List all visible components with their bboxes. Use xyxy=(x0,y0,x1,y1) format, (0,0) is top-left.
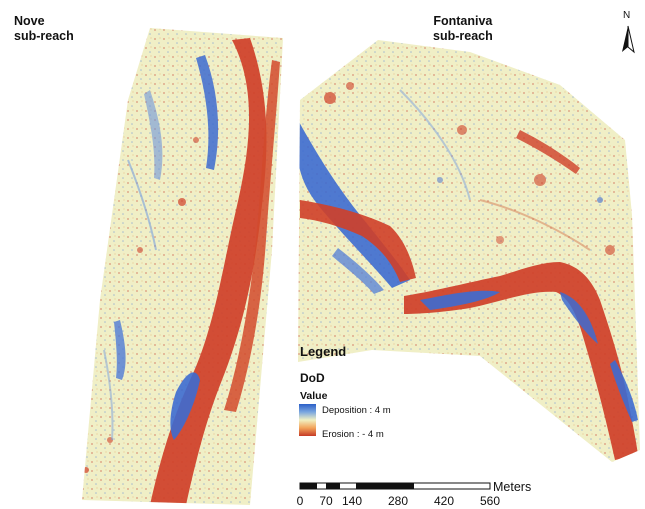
fontaniva-deposition-patch xyxy=(420,290,500,310)
legend-title: Legend xyxy=(300,344,347,359)
fontaniva-label-line1: Fontaniva xyxy=(433,14,493,28)
legend-high-label: Deposition : 4 m xyxy=(322,405,391,416)
north-label: N xyxy=(623,10,631,21)
nove-deposition-patch xyxy=(114,320,126,380)
nove-raster xyxy=(82,28,283,505)
legend-color-ramp xyxy=(299,404,316,436)
north-arrow-icon xyxy=(622,25,635,54)
fontaniva-deposition-patch xyxy=(610,360,638,422)
nove-sub-reach-label: Nove sub-reach xyxy=(14,14,74,44)
scale-tick-label: 140 xyxy=(341,494,363,508)
legend-low-label: Erosion : - 4 m xyxy=(322,429,384,440)
nove-erosion-band xyxy=(224,60,280,412)
fontaniva-erosion-channel xyxy=(516,130,580,174)
scale-tick-label: 70 xyxy=(319,494,333,508)
nove-deposition-patch xyxy=(196,55,219,170)
scale-tick-label: 0 xyxy=(296,494,304,508)
fontaniva-sub-reach-label: Fontaniva sub-reach xyxy=(433,14,493,44)
legend-field-name: Value xyxy=(300,390,328,402)
nove-erosion-band xyxy=(150,38,267,505)
scale-tick-label: 420 xyxy=(433,494,455,508)
fontaniva-deposition-patch xyxy=(560,292,598,344)
nove-label-line1: Nove xyxy=(14,14,45,28)
nove-deposition-patch xyxy=(144,90,163,180)
fontaniva-label-line2: sub-reach xyxy=(433,29,493,43)
nove-label-line2: sub-reach xyxy=(14,29,74,43)
scale-bar xyxy=(299,482,491,490)
scale-tick-label: 560 xyxy=(479,494,501,508)
fontaniva-deposition-patch xyxy=(332,248,384,294)
scale-bar-unit: Meters xyxy=(493,480,532,494)
scale-tick-label: 280 xyxy=(387,494,409,508)
legend-layer-name: DoD xyxy=(300,371,325,385)
nove-deposition-patch xyxy=(170,372,200,440)
fontaniva-erosion-channel xyxy=(300,200,416,282)
